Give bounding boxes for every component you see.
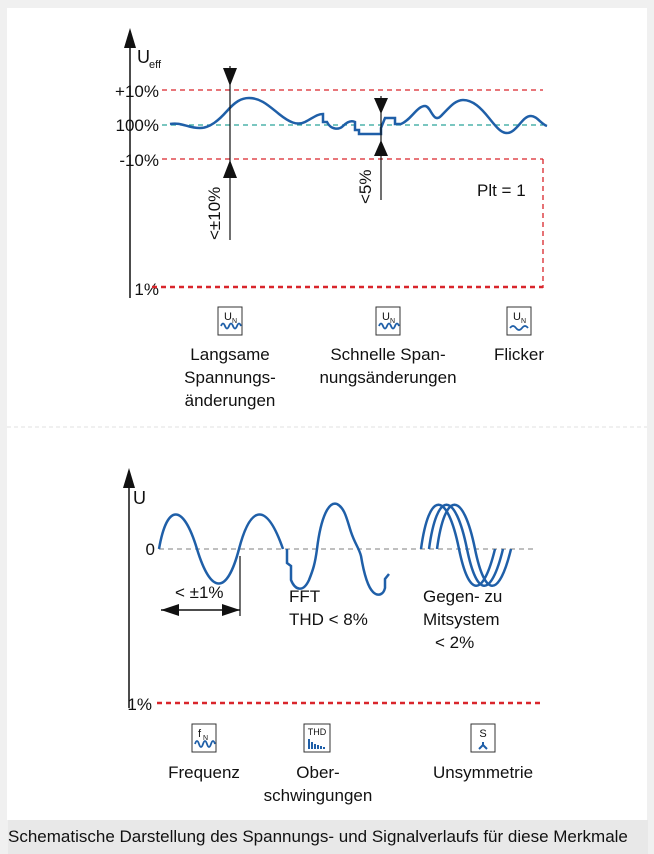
label-harm-1: Ober- <box>296 763 339 782</box>
tick-minus10: -10% <box>119 151 159 170</box>
top-diagram: U eff +10% 100% -10% 1% <±10% <5% Plt = … <box>115 28 548 410</box>
un-slow-icon: U N <box>217 306 243 336</box>
label-slow-1: Langsame <box>190 345 269 364</box>
phase-wave-3 <box>435 503 513 587</box>
voltage-curve <box>169 96 548 136</box>
harmonic-wave <box>285 502 390 596</box>
tick-1pct-bottom: 1% <box>127 695 152 714</box>
freq-annot: < ±1% <box>175 583 224 602</box>
label-fast-2: nungsänderungen <box>319 368 456 387</box>
tick-plus10: +10% <box>115 82 159 101</box>
top-y-axis-arrow <box>124 28 136 48</box>
figure-caption: Schematische Darstellung des Spannungs- … <box>8 820 648 854</box>
frequency-icon: f N <box>191 723 217 753</box>
slow-annot: <±10% <box>205 187 224 240</box>
gegen-label-2: Mitsystem <box>423 610 500 629</box>
harmonics-icon: THD <box>303 723 331 753</box>
bottom-axis-label: U <box>133 488 146 508</box>
tick-zero: 0 <box>146 540 155 559</box>
svg-text:U: U <box>382 311 390 323</box>
unsymmetry-icon: S <box>470 723 496 753</box>
label-harm-2: schwingungen <box>264 786 373 805</box>
svg-text:U: U <box>513 311 521 323</box>
bottom-y-axis-arrow <box>123 468 135 488</box>
fast-arrow-up <box>374 140 388 156</box>
svg-text:THD: THD <box>308 727 327 737</box>
phase-wave-2 <box>427 503 505 587</box>
svg-text:N: N <box>521 318 526 325</box>
phase-wave-1 <box>419 503 497 587</box>
svg-text:N: N <box>203 735 208 742</box>
slow-arrow-up <box>223 160 237 178</box>
gegen-label-3: < 2% <box>435 633 474 652</box>
svg-text:S: S <box>479 728 486 740</box>
gegen-label-1: Gegen- zu <box>423 587 502 606</box>
label-slow-3: änderungen <box>185 391 276 410</box>
fast-annot: <5% <box>356 170 375 205</box>
top-axis-label: U <box>137 47 150 67</box>
tick-100: 100% <box>116 116 159 135</box>
svg-text:f: f <box>198 728 202 740</box>
freq-arrow-left <box>161 604 179 616</box>
slow-arrow-down <box>223 68 237 86</box>
label-unsymmetry: Unsymmetrie <box>433 763 533 782</box>
svg-text:N: N <box>232 318 237 325</box>
un-flicker-icon: U N <box>506 306 532 336</box>
tick-1pct: 1% <box>134 280 159 299</box>
freq-arrow-right <box>222 604 240 616</box>
diagram-panel: U eff +10% 100% -10% 1% <±10% <5% Plt = … <box>7 8 647 820</box>
fast-arrow-down <box>374 98 388 114</box>
diagram-svg: U eff +10% 100% -10% 1% <±10% <5% Plt = … <box>7 28 647 805</box>
svg-text:N: N <box>390 318 395 325</box>
fft-label-2: THD < 8% <box>289 610 368 629</box>
bottom-diagram: U 0 1% < ±1% FFT THD < 8% Gegen- zu Mits… <box>123 468 543 805</box>
label-flicker: Flicker <box>494 345 544 364</box>
frequency-wave <box>157 513 285 585</box>
plt-label: Plt = 1 <box>477 181 526 200</box>
label-fast-1: Schnelle Span- <box>330 345 445 364</box>
svg-text:U: U <box>224 311 232 323</box>
fft-label-1: FFT <box>289 587 320 606</box>
label-slow-2: Spannungs- <box>184 368 276 387</box>
top-axis-sub: eff <box>149 59 162 71</box>
label-frequency: Frequenz <box>168 763 240 782</box>
un-fast-icon: U N <box>375 306 401 336</box>
